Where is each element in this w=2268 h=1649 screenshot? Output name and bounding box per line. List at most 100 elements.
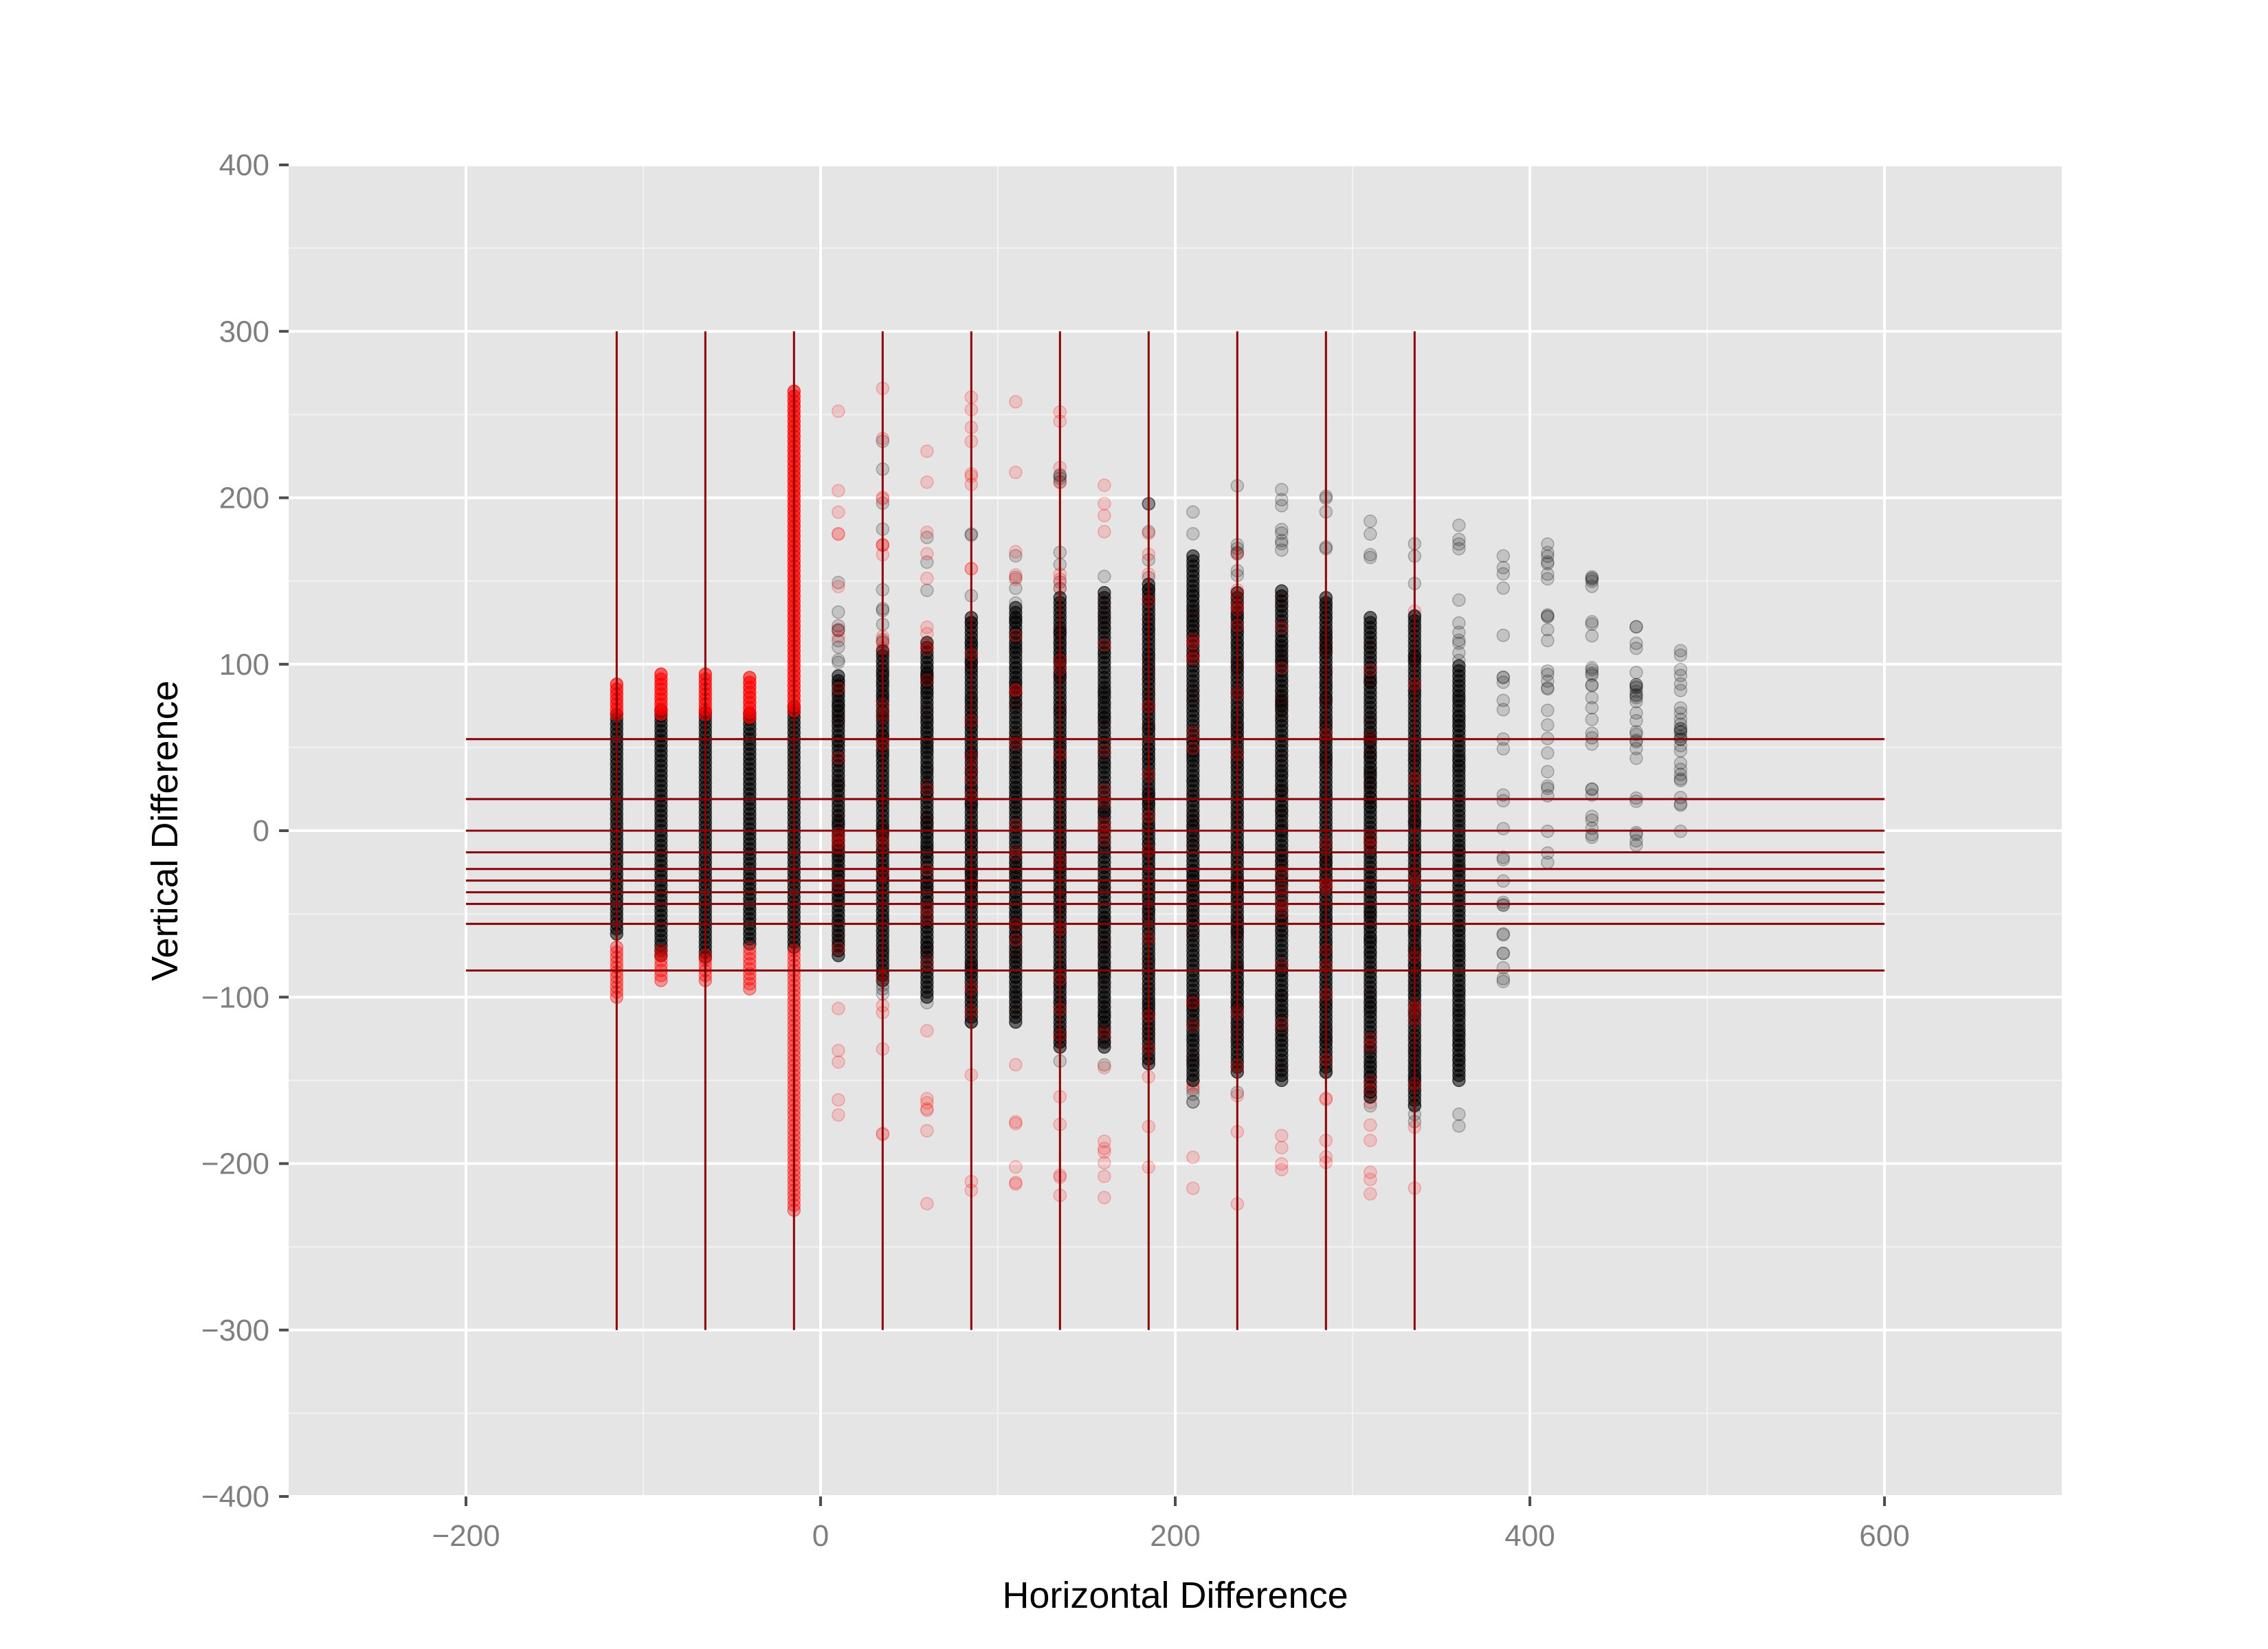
data-point [1496,946,1511,961]
data-point [1364,1040,1377,1053]
data-point [1541,557,1555,571]
data-point [1452,1107,1466,1121]
data-point [1585,663,1599,677]
y-tick-label: −200 [201,1147,269,1181]
data-point [743,952,757,966]
data-point [1009,549,1023,563]
y-tick-label: −300 [201,1314,269,1347]
data-point [1630,825,1643,840]
y-tick-label: 200 [219,482,269,515]
data-point [1452,636,1466,650]
data-point [1541,555,1555,569]
data-point [1452,518,1466,532]
data-point [1541,681,1555,695]
data-point [1364,611,1377,625]
data-point [1585,830,1599,844]
data-point [1496,549,1511,563]
data-point [1585,570,1599,584]
data-points [610,381,1688,1218]
data-point [1541,682,1555,696]
data-point [1186,636,1200,650]
data-point [654,948,668,963]
data-point [1098,833,1111,847]
data-point [1674,644,1688,658]
data-point [1275,522,1289,537]
x-axis-title: Horizontal Difference [1002,1575,1348,1616]
data-point [1674,677,1688,691]
data-point [832,527,845,541]
data-point [1496,898,1511,912]
data-point [1364,1165,1377,1180]
data-point [1541,704,1555,717]
y-tick-label: 400 [219,148,269,182]
y-axis-title: Vertical Difference [144,680,186,980]
data-point [1098,1026,1111,1040]
data-point [1186,1095,1200,1109]
data-point [1630,680,1643,694]
data-point [1275,499,1289,513]
data-point [1186,1181,1200,1196]
data-point [1674,744,1688,758]
data-point [1009,465,1023,480]
data-point [1364,527,1377,541]
data-point [654,943,668,958]
data-point [1452,593,1466,607]
data-point [1098,1134,1111,1148]
data-point [832,633,845,648]
data-point [1630,688,1643,702]
data-point [920,1123,934,1138]
data-point [1275,537,1289,550]
data-point [1275,1163,1289,1177]
data-point [1186,741,1200,756]
data-point [1541,608,1555,622]
data-point [832,827,845,841]
data-point [1630,666,1643,680]
data-point [1364,1083,1377,1097]
data-point [832,623,845,638]
data-point [1186,633,1200,647]
data-point [1585,574,1599,588]
data-point [832,653,845,667]
data-point [1630,727,1643,741]
data-point [1541,572,1555,586]
data-point [1585,701,1599,715]
data-point [1098,783,1111,796]
data-point [920,910,934,923]
data-point [1275,958,1289,972]
data-point [1496,561,1511,574]
data-point [1674,756,1688,770]
data-point [1630,725,1643,739]
data-point [1496,671,1511,684]
x-tick-label: 0 [812,1519,829,1553]
data-point [832,576,845,590]
data-point [1674,684,1688,697]
data-point [1009,629,1023,642]
data-point [832,750,845,765]
y-tick-label: 300 [219,315,269,348]
data-point [1098,1058,1111,1072]
data-point [1674,721,1688,735]
data-point [1364,1118,1377,1132]
data-point [1674,763,1688,776]
data-point [1452,616,1466,630]
data-point [832,669,845,683]
data-point [1009,394,1023,409]
data-point [920,956,934,970]
data-point [1585,617,1599,631]
data-point [832,640,845,654]
data-point [832,682,845,695]
data-point [832,1002,845,1016]
data-point [1630,733,1643,748]
data-point [1364,548,1377,562]
data-point [1496,961,1511,975]
data-point [1098,638,1111,652]
data-point [1009,545,1023,559]
data-point [1674,722,1688,736]
data-point [920,1103,934,1117]
data-point [1098,1169,1111,1183]
data-point [1275,661,1289,675]
data-point [1630,838,1643,852]
data-point [832,579,845,594]
data-point [1630,620,1643,633]
data-point [1364,550,1377,565]
